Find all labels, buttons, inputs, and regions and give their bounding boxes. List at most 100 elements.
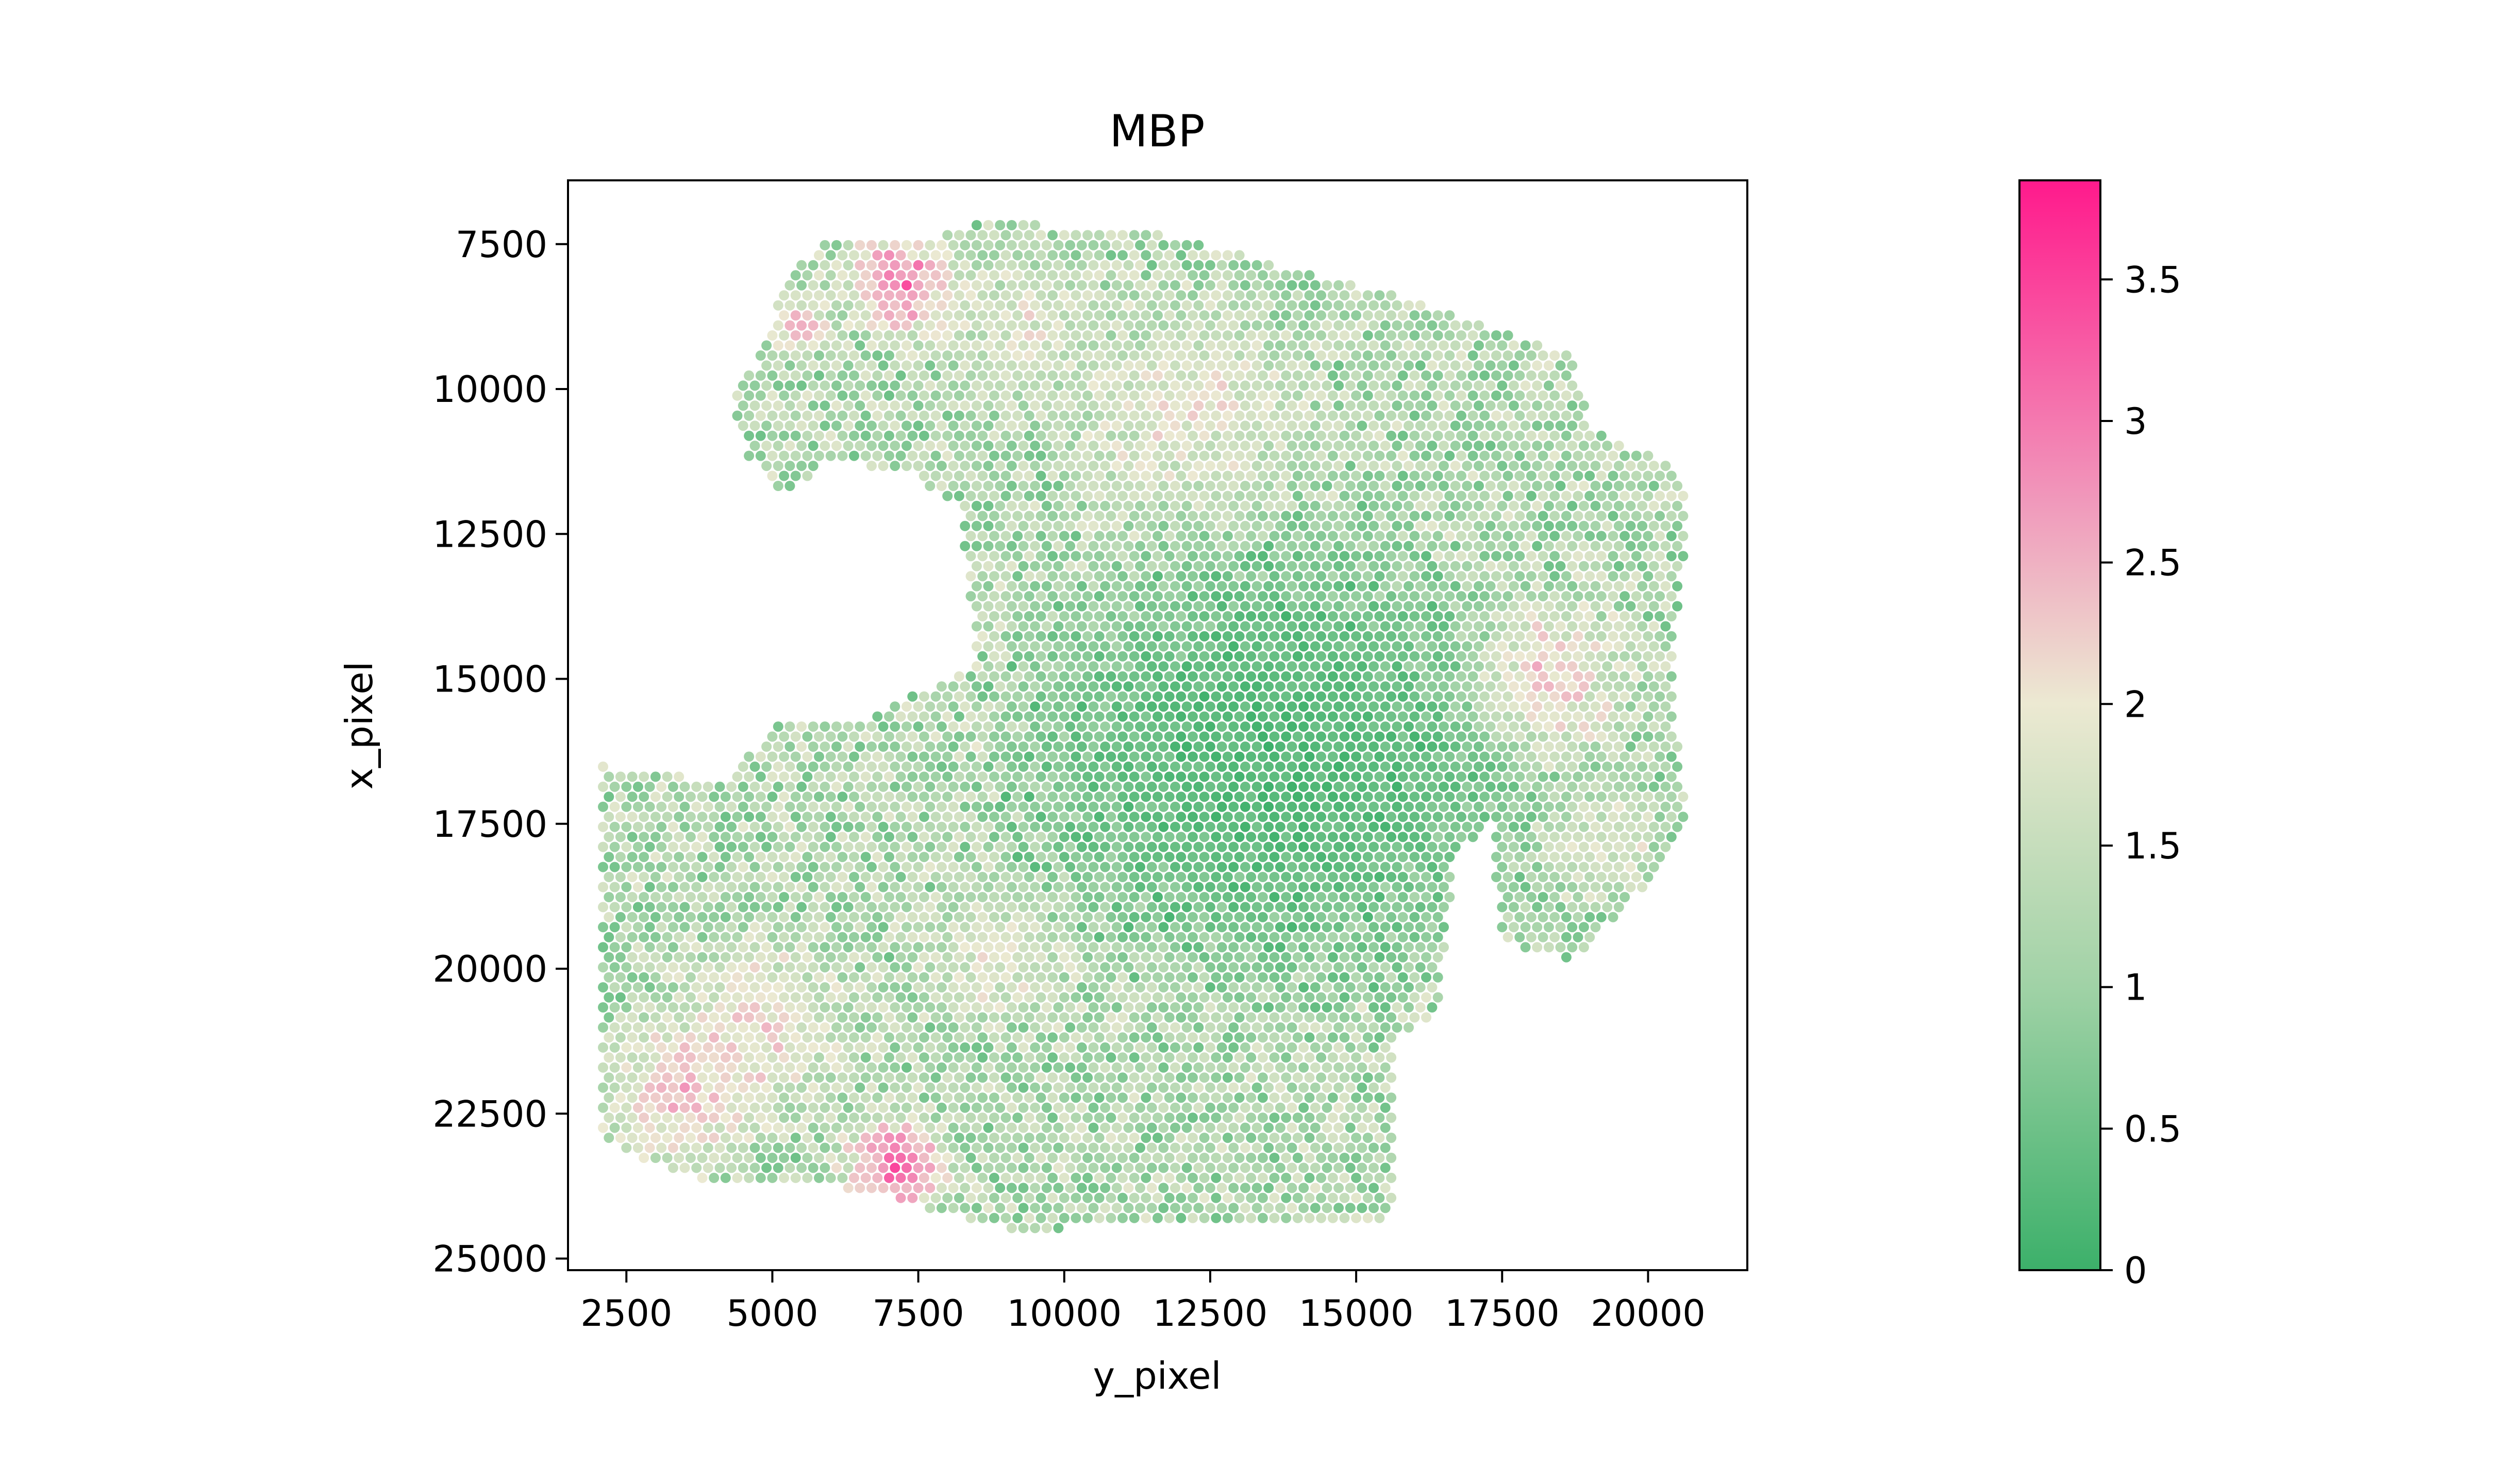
spot xyxy=(1368,882,1379,892)
spot xyxy=(1222,832,1233,842)
spot xyxy=(1251,942,1262,953)
spot xyxy=(1263,761,1274,772)
spot xyxy=(936,320,947,331)
spot xyxy=(1543,942,1554,953)
spot xyxy=(674,832,684,842)
spot xyxy=(1613,461,1624,471)
spot xyxy=(644,781,655,792)
spot xyxy=(1146,300,1157,311)
spot xyxy=(1129,812,1140,822)
spot xyxy=(1625,581,1636,592)
spot xyxy=(1205,641,1215,652)
spot xyxy=(1526,370,1537,381)
spot xyxy=(1549,350,1560,361)
spot xyxy=(901,942,912,953)
spot xyxy=(1170,240,1180,250)
spot xyxy=(1269,711,1280,722)
spot xyxy=(948,741,959,752)
spot xyxy=(1392,360,1402,371)
spot xyxy=(1608,912,1618,922)
spot xyxy=(1059,832,1070,842)
spot xyxy=(1216,461,1227,471)
spot xyxy=(1188,771,1198,782)
spot xyxy=(1514,852,1525,863)
spot xyxy=(1000,751,1011,762)
spot xyxy=(1228,581,1239,592)
spot xyxy=(942,330,953,341)
spot xyxy=(849,410,859,421)
spot xyxy=(1281,270,1292,281)
spot xyxy=(779,771,790,782)
spot xyxy=(1462,541,1473,551)
spot xyxy=(989,270,999,281)
spot xyxy=(1123,481,1134,491)
spot xyxy=(1397,330,1408,341)
spot xyxy=(936,781,947,792)
spot xyxy=(1584,711,1595,722)
spot xyxy=(1432,852,1443,863)
spot xyxy=(1246,751,1257,762)
spot xyxy=(1555,441,1566,451)
spot xyxy=(960,240,971,250)
spot xyxy=(995,801,1006,812)
spot xyxy=(1199,711,1210,722)
spot xyxy=(918,330,929,341)
spot xyxy=(1532,641,1543,652)
spot xyxy=(1380,882,1391,892)
spot xyxy=(1199,250,1210,261)
spot xyxy=(1520,561,1531,571)
spot xyxy=(1561,751,1572,762)
spot xyxy=(1135,741,1145,752)
spot xyxy=(1392,761,1402,772)
spot xyxy=(1502,771,1513,782)
spot xyxy=(1298,300,1309,311)
spot xyxy=(1094,430,1105,441)
spot xyxy=(1263,721,1274,732)
spot xyxy=(1368,360,1379,371)
spot xyxy=(1188,791,1198,802)
spot xyxy=(1631,470,1642,481)
spot xyxy=(1146,380,1157,391)
spot xyxy=(767,731,778,742)
spot xyxy=(890,400,900,411)
spot xyxy=(1660,801,1671,812)
spot xyxy=(1269,631,1280,642)
spot xyxy=(948,420,959,431)
spot xyxy=(691,942,702,953)
spot xyxy=(802,270,813,281)
spot xyxy=(1672,500,1683,511)
spot xyxy=(1561,671,1572,682)
spot xyxy=(1392,821,1402,832)
spot xyxy=(1590,862,1601,872)
spot xyxy=(1561,771,1572,782)
spot xyxy=(866,741,877,752)
spot xyxy=(1596,430,1607,441)
spot xyxy=(1304,430,1315,441)
spot xyxy=(1316,551,1327,562)
spot xyxy=(796,882,807,892)
spot xyxy=(1106,571,1116,582)
spot xyxy=(1287,481,1297,491)
spot xyxy=(1678,551,1689,562)
spot xyxy=(1380,601,1391,612)
spot xyxy=(604,892,614,902)
spot xyxy=(1281,350,1292,361)
spot xyxy=(1071,450,1081,461)
spot xyxy=(1094,751,1105,762)
spot xyxy=(1292,591,1303,602)
spot xyxy=(1415,340,1426,351)
spot xyxy=(1216,741,1227,752)
spot xyxy=(1257,812,1268,822)
spot xyxy=(1357,781,1367,792)
spot xyxy=(1240,641,1250,652)
spot xyxy=(1491,671,1501,682)
spot xyxy=(1485,641,1496,652)
spot xyxy=(1153,430,1163,441)
spot xyxy=(1100,741,1111,752)
spot xyxy=(971,761,982,772)
spot xyxy=(1153,330,1163,341)
spot xyxy=(784,761,795,772)
spot xyxy=(1561,450,1572,461)
spot xyxy=(1678,812,1689,822)
spot xyxy=(1333,681,1344,692)
